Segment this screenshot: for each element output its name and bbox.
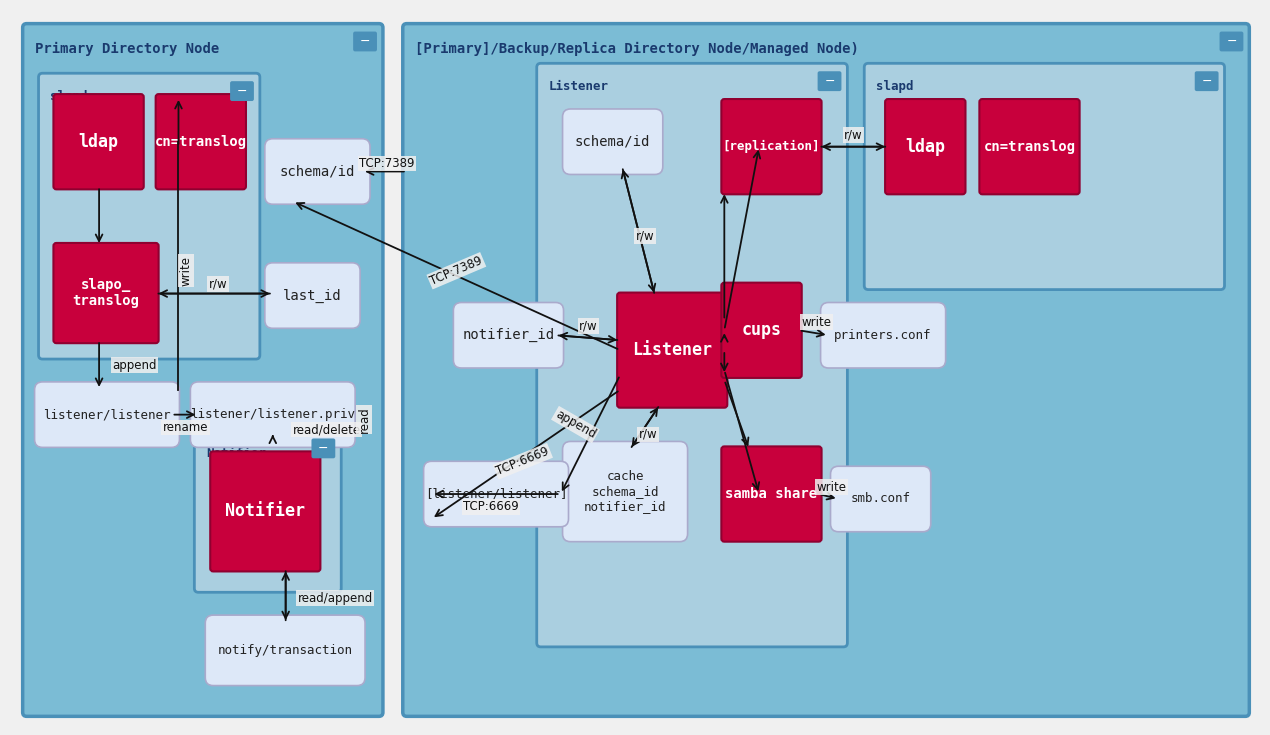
Text: append: append — [552, 408, 598, 441]
Text: Listener: Listener — [632, 341, 712, 359]
Text: r/w: r/w — [208, 277, 227, 290]
FancyBboxPatch shape — [865, 63, 1224, 290]
FancyBboxPatch shape — [1219, 32, 1243, 51]
Text: write: write — [801, 316, 832, 329]
Text: r/w: r/w — [635, 229, 654, 243]
FancyBboxPatch shape — [721, 446, 822, 542]
FancyBboxPatch shape — [721, 283, 801, 378]
Text: printers.conf: printers.conf — [834, 329, 932, 342]
Text: write: write — [180, 256, 193, 286]
FancyBboxPatch shape — [53, 243, 159, 343]
Text: Primary Directory Node: Primary Directory Node — [34, 41, 218, 56]
FancyBboxPatch shape — [537, 63, 847, 647]
Text: [listener/listener]: [listener/listener] — [424, 487, 568, 501]
Text: TCP:6669: TCP:6669 — [464, 501, 519, 514]
Text: r/w: r/w — [845, 129, 862, 141]
Text: slapo_
translog: slapo_ translog — [72, 278, 140, 308]
Text: slapd: slapd — [51, 90, 88, 103]
Text: append: append — [112, 359, 156, 371]
FancyBboxPatch shape — [230, 81, 254, 101]
Text: samba share: samba share — [725, 487, 818, 501]
Text: Listener: Listener — [549, 80, 608, 93]
FancyBboxPatch shape — [53, 94, 144, 190]
FancyBboxPatch shape — [156, 94, 246, 190]
FancyBboxPatch shape — [353, 32, 377, 51]
FancyBboxPatch shape — [563, 442, 687, 542]
Text: r/w: r/w — [579, 320, 598, 333]
Text: rename: rename — [163, 421, 208, 434]
FancyBboxPatch shape — [211, 451, 320, 571]
FancyBboxPatch shape — [265, 263, 361, 329]
Text: cn=translog: cn=translog — [155, 135, 246, 148]
FancyBboxPatch shape — [194, 431, 342, 592]
FancyBboxPatch shape — [831, 466, 931, 531]
Text: −: − — [318, 442, 329, 455]
Text: read/delete: read/delete — [292, 423, 361, 436]
FancyBboxPatch shape — [979, 99, 1080, 194]
Text: cache
schema_id
notifier_id: cache schema_id notifier_id — [584, 470, 667, 513]
Text: notifier_id: notifier_id — [462, 328, 555, 343]
Text: TCP:7389: TCP:7389 — [359, 157, 414, 170]
Text: notify/transaction: notify/transaction — [217, 644, 353, 657]
Text: schema/id: schema/id — [279, 165, 356, 179]
Text: TCP:6669: TCP:6669 — [494, 445, 551, 478]
FancyBboxPatch shape — [721, 99, 822, 194]
FancyBboxPatch shape — [453, 303, 564, 368]
Text: last_id: last_id — [283, 288, 342, 303]
Text: ldap: ldap — [906, 137, 945, 156]
FancyBboxPatch shape — [38, 74, 260, 359]
FancyBboxPatch shape — [190, 382, 356, 448]
Text: −: − — [359, 35, 371, 48]
Text: [replication]: [replication] — [723, 140, 820, 153]
FancyBboxPatch shape — [617, 293, 728, 408]
Text: Notifier: Notifier — [225, 503, 305, 520]
FancyBboxPatch shape — [820, 303, 946, 368]
Text: read: read — [358, 406, 371, 433]
FancyBboxPatch shape — [403, 24, 1250, 717]
Text: −: − — [236, 85, 248, 98]
Text: ldap: ldap — [79, 133, 118, 151]
Text: −: − — [824, 75, 834, 87]
Text: listener/listener: listener/listener — [43, 408, 170, 421]
Text: cups: cups — [742, 321, 781, 340]
Text: −: − — [1201, 75, 1212, 87]
Text: read/append: read/append — [297, 592, 373, 605]
FancyBboxPatch shape — [23, 24, 384, 717]
FancyBboxPatch shape — [206, 615, 364, 686]
Text: write: write — [817, 481, 847, 494]
Text: −: − — [1227, 35, 1237, 48]
FancyBboxPatch shape — [885, 99, 965, 194]
FancyBboxPatch shape — [818, 71, 842, 91]
FancyBboxPatch shape — [424, 462, 569, 527]
Text: schema/id: schema/id — [575, 135, 650, 148]
FancyBboxPatch shape — [265, 139, 370, 204]
Text: [Primary]/Backup/Replica Directory Node/Managed Node): [Primary]/Backup/Replica Directory Node/… — [415, 41, 859, 56]
Text: cn=translog: cn=translog — [983, 140, 1076, 154]
FancyBboxPatch shape — [34, 382, 179, 448]
FancyBboxPatch shape — [1195, 71, 1218, 91]
FancyBboxPatch shape — [563, 109, 663, 174]
FancyBboxPatch shape — [311, 439, 335, 459]
Text: listener/listener.priv: listener/listener.priv — [190, 408, 356, 421]
Text: slapd: slapd — [876, 80, 913, 93]
Text: r/w: r/w — [639, 428, 657, 441]
Text: Notifier: Notifier — [206, 448, 267, 460]
Text: TCP:7389: TCP:7389 — [428, 254, 484, 287]
Text: smb.conf: smb.conf — [851, 492, 911, 506]
